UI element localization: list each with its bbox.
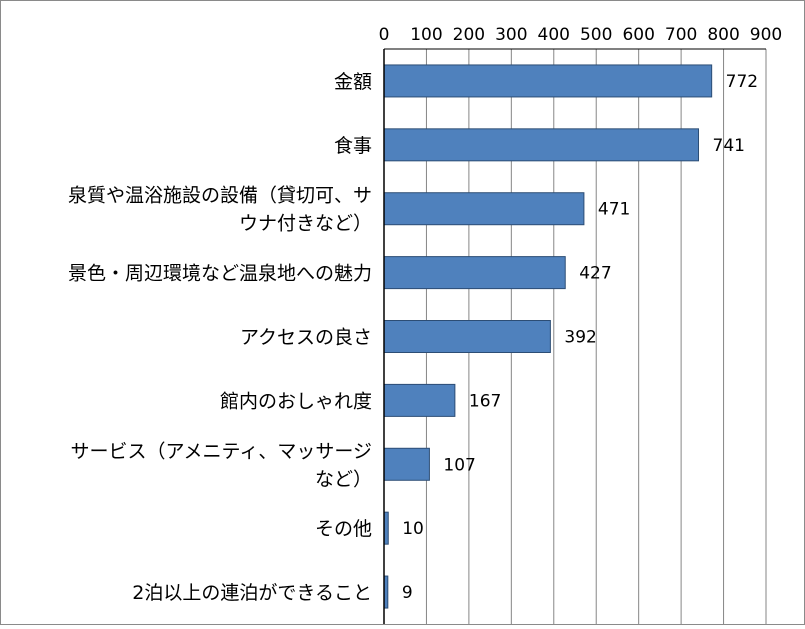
x-tick-label: 900 [750,25,782,45]
bar [383,320,551,353]
bar [383,64,713,98]
x-tick-label: 500 [580,25,612,45]
category-label: アクセスの良さ [240,327,372,349]
category-label: 金額 [334,71,372,93]
x-tick-label: 0 [379,25,390,45]
bar [383,447,430,481]
x-tick-label: 700 [665,25,697,45]
category-label: 景色・周辺環境など温泉地への魅力 [68,263,372,285]
x-tick-label: 100 [410,25,442,45]
data-label: 772 [726,72,758,92]
category-label: サービス（アメニティ、マッサージ [70,440,372,462]
bar [383,192,585,226]
data-label: 167 [469,391,501,411]
x-tick-label: 200 [453,25,485,45]
x-tick-label: 600 [622,25,654,45]
data-label: 471 [598,200,630,220]
data-label: 107 [443,455,475,475]
data-label: 427 [579,264,611,284]
bar [383,128,700,162]
category-label: 2泊以上の連泊ができること [132,582,372,604]
x-tick-label: 800 [707,25,739,45]
category-label: ウナ付きなど） [239,213,372,235]
bar [383,256,566,290]
data-label: 10 [402,519,424,539]
data-label: 741 [713,136,745,156]
data-label: 9 [402,583,413,603]
data-label: 392 [564,328,596,348]
x-tick-label: 300 [495,25,527,45]
x-tick-label: 400 [538,25,570,45]
category-label: 館内のおしゃれ度 [220,390,372,412]
category-label: その他 [315,518,372,540]
category-label: 泉質や温浴施設の設備（貸切可、サ [68,185,372,207]
bar [383,383,456,417]
category-label: 食事 [334,135,372,157]
category-label: など） [315,468,372,490]
